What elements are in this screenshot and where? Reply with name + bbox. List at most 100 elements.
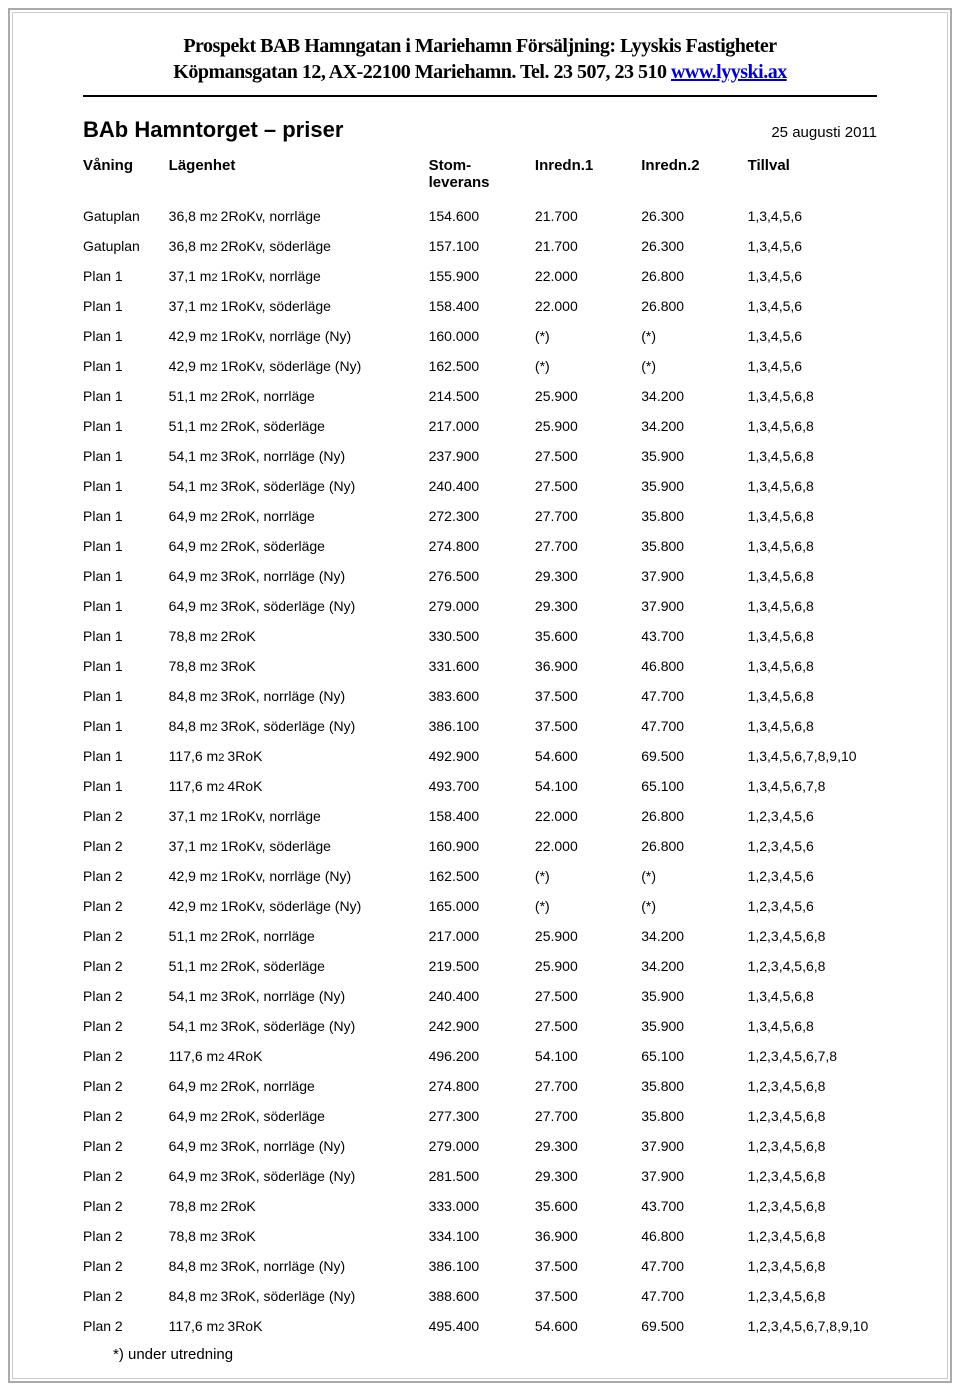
- cell-inredn1: 29.300: [529, 591, 635, 621]
- cell-tillval: 1,3,4,5,6: [742, 351, 907, 381]
- cell-vaning: Plan 1: [53, 261, 163, 291]
- cell-stom: 281.500: [423, 1161, 529, 1191]
- cell-lagenhet: 51,1 m2 2RoK, söderläge: [163, 411, 423, 441]
- header-line-1: Prospekt BAB Hamngatan i Mariehamn Försä…: [53, 33, 907, 59]
- cell-inredn1: 22.000: [529, 291, 635, 321]
- table-row: Plan 251,1 m2 2RoK, söderläge219.50025.9…: [53, 951, 907, 981]
- cell-inredn2: 47.700: [635, 1251, 741, 1281]
- cell-stom: 162.500: [423, 861, 529, 891]
- cell-stom: 331.600: [423, 651, 529, 681]
- cell-vaning: Plan 1: [53, 771, 163, 801]
- cell-stom: 334.100: [423, 1221, 529, 1251]
- header-line-2: Köpmansgatan 12, AX-22100 Mariehamn. Tel…: [53, 59, 907, 85]
- cell-stom: 333.000: [423, 1191, 529, 1221]
- cell-vaning: Gatuplan: [53, 231, 163, 261]
- cell-tillval: 1,3,4,5,6,8: [742, 681, 907, 711]
- cell-inredn2: 69.500: [635, 1311, 741, 1341]
- cell-inredn1: 29.300: [529, 1131, 635, 1161]
- cell-lagenhet: 64,9 m2 2RoK, söderläge: [163, 531, 423, 561]
- table-row: Plan 1117,6 m2 4RoK493.70054.10065.1001,…: [53, 771, 907, 801]
- table-row: Plan 254,1 m2 3RoK, söderläge (Ny)242.90…: [53, 1011, 907, 1041]
- col-header-lagenhet: Lägenhet: [163, 153, 423, 201]
- cell-inredn1: 27.500: [529, 1011, 635, 1041]
- cell-tillval: 1,2,3,4,5,6,7,8: [742, 1041, 907, 1071]
- table-row: Plan 178,8 m2 2RoK330.50035.60043.7001,3…: [53, 621, 907, 651]
- cell-stom: 157.100: [423, 231, 529, 261]
- cell-vaning: Plan 2: [53, 921, 163, 951]
- cell-inredn2: 34.200: [635, 381, 741, 411]
- cell-vaning: Plan 1: [53, 591, 163, 621]
- cell-vaning: Plan 1: [53, 381, 163, 411]
- cell-inredn1: 21.700: [529, 231, 635, 261]
- cell-vaning: Plan 2: [53, 1251, 163, 1281]
- cell-inredn2: 46.800: [635, 1221, 741, 1251]
- cell-inredn2: 26.800: [635, 831, 741, 861]
- cell-inredn1: 54.600: [529, 1311, 635, 1341]
- cell-inredn2: 35.800: [635, 1101, 741, 1131]
- table-row: Plan 178,8 m2 3RoK331.60036.90046.8001,3…: [53, 651, 907, 681]
- cell-lagenhet: 64,9 m2 3RoK, norrläge (Ny): [163, 561, 423, 591]
- cell-vaning: Plan 1: [53, 411, 163, 441]
- cell-tillval: 1,3,4,5,6: [742, 201, 907, 231]
- cell-lagenhet: 37,1 m2 1RoKv, söderläge: [163, 291, 423, 321]
- cell-inredn2: 35.900: [635, 1011, 741, 1041]
- cell-lagenhet: 51,1 m2 2RoK, norrläge: [163, 921, 423, 951]
- cell-vaning: Plan 1: [53, 531, 163, 561]
- cell-vaning: Gatuplan: [53, 201, 163, 231]
- cell-inredn1: (*): [529, 351, 635, 381]
- table-body: Gatuplan36,8 m2 2RoKv, norrläge154.60021…: [53, 201, 907, 1341]
- table-row: Plan 2117,6 m2 4RoK496.20054.10065.1001,…: [53, 1041, 907, 1071]
- cell-vaning: Plan 2: [53, 951, 163, 981]
- table-row: Plan 2117,6 m2 3RoK495.40054.60069.5001,…: [53, 1311, 907, 1341]
- table-row: Plan 151,1 m2 2RoK, söderläge217.00025.9…: [53, 411, 907, 441]
- cell-stom: 242.900: [423, 1011, 529, 1041]
- cell-inredn2: 47.700: [635, 1281, 741, 1311]
- cell-inredn1: 54.100: [529, 1041, 635, 1071]
- cell-stom: 155.900: [423, 261, 529, 291]
- cell-stom: 330.500: [423, 621, 529, 651]
- cell-stom: 493.700: [423, 771, 529, 801]
- cell-lagenhet: 84,8 m2 3RoK, söderläge (Ny): [163, 1281, 423, 1311]
- table-row: Plan 164,9 m2 3RoK, norrläge (Ny)276.500…: [53, 561, 907, 591]
- cell-tillval: 1,2,3,4,5,6,7,8,9,10: [742, 1311, 907, 1341]
- cell-tillval: 1,2,3,4,5,6: [742, 801, 907, 831]
- cell-inredn1: 25.900: [529, 921, 635, 951]
- cell-stom: 165.000: [423, 891, 529, 921]
- cell-stom: 217.000: [423, 921, 529, 951]
- cell-inredn2: 43.700: [635, 621, 741, 651]
- cell-inredn1: 22.000: [529, 261, 635, 291]
- cell-vaning: Plan 2: [53, 831, 163, 861]
- cell-inredn2: (*): [635, 321, 741, 351]
- cell-lagenhet: 117,6 m2 4RoK: [163, 771, 423, 801]
- header-link[interactable]: www.lyyski.ax: [671, 61, 787, 83]
- cell-tillval: 1,3,4,5,6,8: [742, 1011, 907, 1041]
- cell-vaning: Plan 1: [53, 471, 163, 501]
- cell-lagenhet: 54,1 m2 3RoK, norrläge (Ny): [163, 981, 423, 1011]
- cell-vaning: Plan 1: [53, 681, 163, 711]
- cell-inredn1: 54.600: [529, 741, 635, 771]
- cell-lagenhet: 64,9 m2 2RoK, söderläge: [163, 1101, 423, 1131]
- table-row: Plan 154,1 m2 3RoK, söderläge (Ny)240.40…: [53, 471, 907, 501]
- cell-tillval: 1,3,4,5,6,8: [742, 381, 907, 411]
- cell-vaning: Plan 1: [53, 621, 163, 651]
- cell-inredn1: 25.900: [529, 411, 635, 441]
- cell-tillval: 1,3,4,5,6: [742, 321, 907, 351]
- cell-inredn2: 26.800: [635, 291, 741, 321]
- cell-tillval: 1,3,4,5,6,8: [742, 981, 907, 1011]
- table-row: Gatuplan36,8 m2 2RoKv, norrläge154.60021…: [53, 201, 907, 231]
- cell-inredn1: 25.900: [529, 951, 635, 981]
- cell-tillval: 1,2,3,4,5,6,8: [742, 1221, 907, 1251]
- cell-tillval: 1,3,4,5,6,8: [742, 441, 907, 471]
- cell-lagenhet: 117,6 m2 4RoK: [163, 1041, 423, 1071]
- cell-stom: 386.100: [423, 1251, 529, 1281]
- table-row: Gatuplan36,8 m2 2RoKv, söderläge157.1002…: [53, 231, 907, 261]
- cell-inredn2: 35.900: [635, 471, 741, 501]
- cell-inredn1: 27.500: [529, 471, 635, 501]
- cell-inredn1: 54.100: [529, 771, 635, 801]
- cell-tillval: 1,3,4,5,6,8: [742, 561, 907, 591]
- cell-stom: 496.200: [423, 1041, 529, 1071]
- cell-vaning: Plan 2: [53, 1071, 163, 1101]
- cell-lagenhet: 84,8 m2 3RoK, söderläge (Ny): [163, 711, 423, 741]
- cell-inredn1: 27.500: [529, 441, 635, 471]
- cell-inredn1: 37.500: [529, 1251, 635, 1281]
